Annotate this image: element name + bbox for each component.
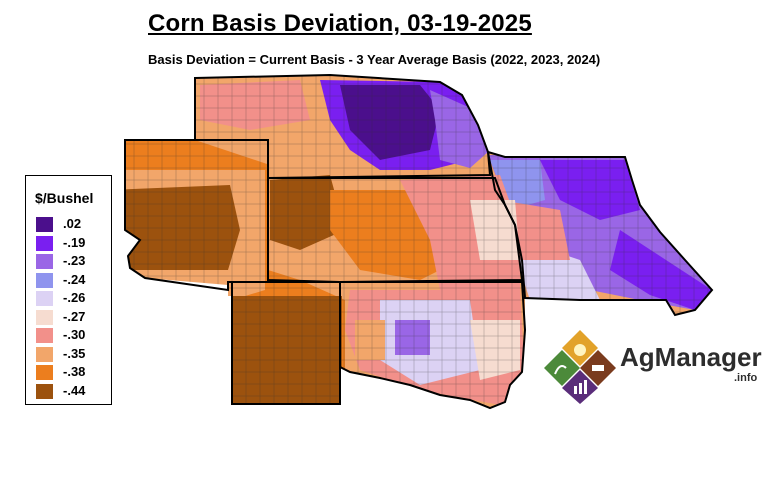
legend-swatch <box>36 365 53 380</box>
legend-item: -.26 <box>36 290 108 307</box>
logo-mark-icon <box>544 330 616 404</box>
legend-swatch <box>36 217 53 232</box>
legend-swatch <box>36 235 53 251</box>
legend-item: -.23 <box>36 253 108 270</box>
agmanager-logo: AgManager .info <box>540 328 762 406</box>
legend-item: -.38 <box>36 364 108 381</box>
legend-item: -.35 <box>36 346 108 363</box>
logo-name: AgManager <box>620 342 762 372</box>
state-boundaries <box>124 73 714 410</box>
legend-item: .02 <box>36 216 108 233</box>
legend-label: -.30 <box>63 327 86 342</box>
legend-label: -.19 <box>63 234 86 250</box>
legend-label: -.23 <box>63 253 86 268</box>
legend-item: -.30 <box>36 327 108 344</box>
legend-swatch <box>36 272 53 288</box>
legend-swatch <box>36 328 53 343</box>
legend-item: -.24 <box>36 272 108 289</box>
legend: $/Bushel .02 -.19 -.23 -.24 -.26 -.27 -.30 -.35… <box>25 175 112 405</box>
legend-label: -.26 <box>63 290 86 305</box>
legend-swatch <box>36 309 53 325</box>
legend-label: .02 <box>63 216 82 231</box>
legend-label: -.27 <box>63 308 86 324</box>
legend-swatch <box>36 346 53 362</box>
legend-item: -.44 <box>36 383 108 400</box>
legend-item: -.27 <box>36 309 108 326</box>
legend-label: -.44 <box>63 382 86 398</box>
legend-label: -.24 <box>63 271 86 287</box>
logo-suffix: .info <box>734 372 758 384</box>
legend-item: -.19 <box>36 235 108 252</box>
county-lines <box>125 75 712 408</box>
legend-swatch <box>36 254 53 269</box>
legend-label: -.35 <box>63 345 86 361</box>
map-title: Corn Basis Deviation, 03-19-2025 <box>148 10 532 37</box>
legend-title: $/Bushel <box>35 190 94 206</box>
legend-swatch <box>36 291 53 306</box>
legend-swatch <box>36 383 53 399</box>
legend-label: -.38 <box>63 364 86 379</box>
map-subtitle: Basis Deviation = Current Basis - 3 Year… <box>148 52 601 67</box>
